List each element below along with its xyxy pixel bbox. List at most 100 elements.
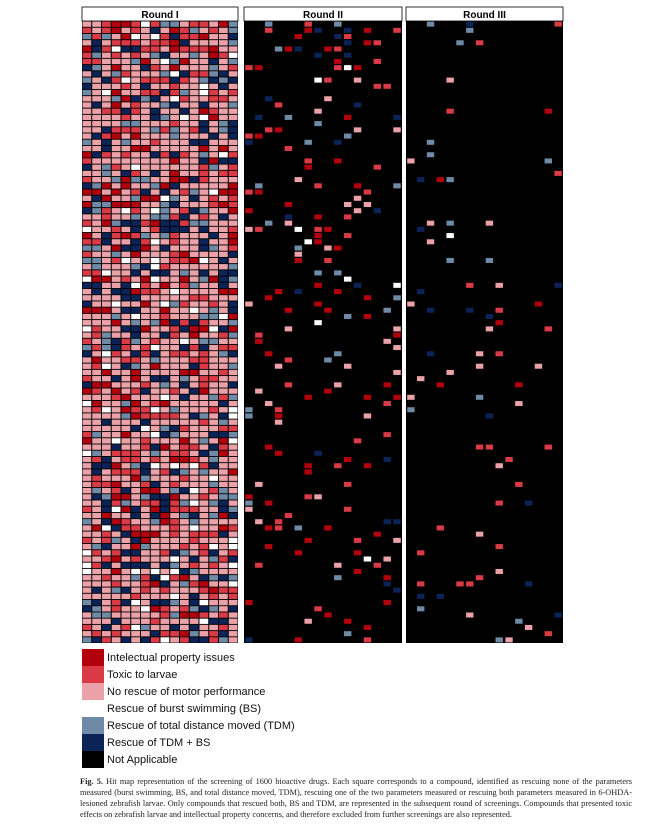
- heatmap-cell: [373, 83, 382, 89]
- heatmap-cell: [111, 344, 121, 351]
- heatmap-cell: [82, 220, 92, 226]
- heatmap-cell: [141, 71, 150, 77]
- heatmap-cell: [189, 201, 199, 208]
- heatmap-cell: [209, 40, 218, 46]
- heatmap-cell: [209, 276, 218, 282]
- heatmap-cell: [228, 158, 238, 164]
- heatmap-cell: [141, 58, 150, 65]
- heatmap-cell: [219, 33, 228, 40]
- heatmap-cell: [102, 214, 111, 220]
- heatmap-cell: [150, 40, 160, 46]
- heatmap-cell: [170, 164, 179, 170]
- heatmap-cell: [284, 146, 293, 152]
- heatmap-cell: [304, 494, 312, 500]
- heatmap-cell: [150, 71, 160, 77]
- heatmap-cell: [111, 295, 121, 301]
- heatmap-cell: [189, 519, 199, 525]
- heatmap-cell: [111, 96, 121, 102]
- heatmap-cell: [121, 177, 131, 183]
- heatmap-cell: [82, 344, 92, 351]
- heatmap-cell: [180, 475, 189, 481]
- heatmap-cell: [170, 581, 179, 587]
- heatmap-cell: [141, 226, 150, 233]
- heatmap-cell: [82, 432, 92, 438]
- heatmap-cell: [324, 245, 332, 251]
- heatmap-cell: [102, 475, 111, 481]
- heatmap-cell: [209, 251, 218, 257]
- heatmap-cell: [209, 506, 218, 512]
- heatmap-cell: [160, 220, 170, 226]
- heatmap-cell: [180, 525, 189, 531]
- heatmap-cell: [189, 599, 199, 606]
- heatmap-cell: [160, 52, 170, 58]
- heatmap-cell: [111, 27, 121, 34]
- heatmap-cell: [209, 606, 218, 612]
- heatmap-cell: [82, 164, 92, 170]
- heatmap-cell: [170, 400, 179, 407]
- heatmap-cell: [219, 469, 228, 475]
- heatmap-cell: [373, 58, 382, 64]
- heatmap-cell: [170, 158, 179, 164]
- heatmap-cell: [228, 481, 238, 488]
- heatmap-cell: [189, 344, 199, 351]
- heatmap-cell: [131, 637, 140, 643]
- heatmap-cell: [141, 251, 150, 257]
- heatmap-cell: [446, 369, 454, 375]
- heatmap-cell: [170, 481, 179, 488]
- heatmap-cell: [180, 631, 189, 637]
- heatmap-cell: [141, 177, 150, 183]
- heatmap-cell: [294, 34, 303, 40]
- heatmap-cell: [141, 550, 150, 556]
- heatmap-cell: [353, 65, 362, 71]
- heatmap-cell: [82, 208, 92, 214]
- heatmap-cell: [150, 276, 160, 282]
- heatmap-cell: [363, 40, 372, 46]
- heatmap-cell: [170, 438, 179, 444]
- heatmap-cell: [209, 581, 218, 587]
- heatmap-cell: [228, 226, 238, 233]
- heatmap-cell: [343, 233, 352, 239]
- heatmap-cell: [393, 295, 401, 301]
- heatmap-cell: [209, 21, 218, 27]
- heatmap-cell: [121, 71, 131, 77]
- heatmap-cell: [228, 425, 238, 432]
- heatmap-cell: [131, 245, 140, 251]
- heatmap-cell: [189, 407, 199, 413]
- heatmap-cell: [82, 494, 92, 500]
- heatmap-cell: [189, 469, 199, 475]
- heatmap-cell: [199, 351, 209, 357]
- heatmap-cell: [209, 631, 218, 637]
- heatmap-cell: [209, 587, 218, 593]
- heatmap-cell: [82, 52, 92, 58]
- heatmap-cell: [150, 400, 160, 407]
- heatmap-cell: [209, 282, 218, 289]
- heatmap-cell: [102, 71, 111, 77]
- heatmap-cell: [393, 587, 401, 593]
- figure-caption: Fig. 5. Hit map representation of the sc…: [80, 776, 632, 820]
- heatmap-cell: [219, 121, 228, 127]
- heatmap-cell: [274, 407, 283, 413]
- heatmap-cell: [255, 519, 263, 525]
- heatmap-cell: [92, 189, 101, 195]
- heatmap-cell: [475, 40, 484, 46]
- heatmap-cell: [150, 65, 160, 71]
- heatmap-cell: [446, 77, 454, 83]
- heatmap-cell: [111, 369, 121, 376]
- heatmap-cell: [141, 612, 150, 618]
- heatmap-cell: [102, 27, 111, 34]
- heatmap-cell: [180, 301, 189, 307]
- heatmap-cell: [121, 525, 131, 531]
- heatmap-cell: [121, 550, 131, 556]
- heatmap-cell: [209, 89, 218, 96]
- heatmap-cell: [170, 295, 179, 301]
- heatmap-cell: [228, 407, 238, 413]
- heatmap-cell: [180, 220, 189, 226]
- heatmap-cell: [160, 332, 170, 338]
- heatmap-cell: [199, 481, 209, 488]
- heatmap-cell: [141, 475, 150, 481]
- heatmap-cell: [92, 469, 101, 475]
- heatmap-cell: [393, 326, 401, 332]
- heatmap-cell: [82, 177, 92, 183]
- heatmap-cell: [111, 413, 121, 419]
- heatmap-cell: [353, 127, 362, 133]
